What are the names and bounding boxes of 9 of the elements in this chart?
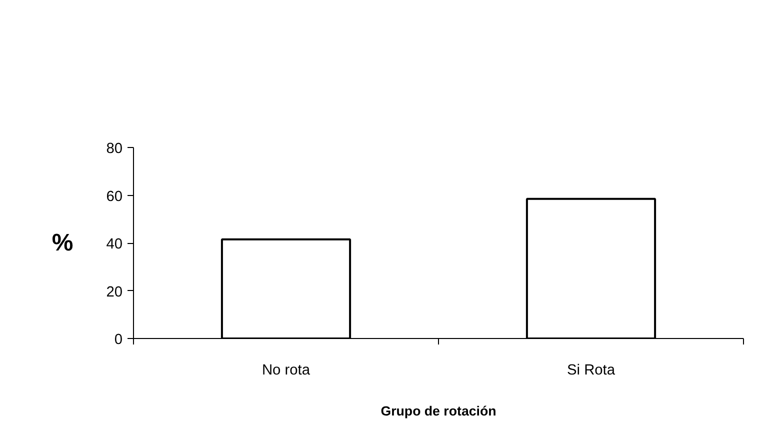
y-axis-title: %	[52, 230, 74, 256]
y-tick-label: 20	[106, 284, 123, 300]
x-tick-label: No rota	[262, 362, 311, 378]
x-axis-title: Grupo de rotación	[380, 404, 496, 418]
y-tick-label: 60	[106, 188, 123, 205]
y-tick-label: 0	[114, 332, 123, 348]
y-tick-label: 80	[106, 141, 123, 157]
x-tick-label: Si Rota	[566, 362, 616, 378]
y-tick-label: 40	[106, 236, 123, 252]
